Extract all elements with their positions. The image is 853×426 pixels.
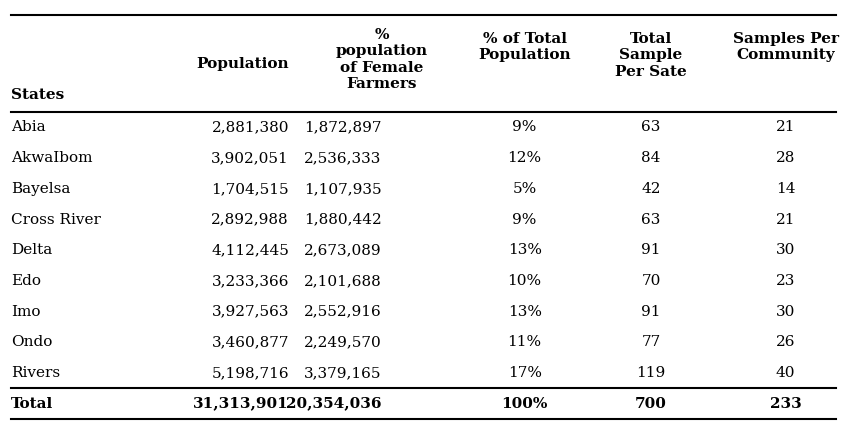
Text: 119: 119 bbox=[635, 366, 664, 380]
Text: 2,552,916: 2,552,916 bbox=[304, 305, 381, 319]
Text: 11%: 11% bbox=[507, 335, 541, 349]
Text: Total
Sample
Per Sate: Total Sample Per Sate bbox=[614, 32, 686, 78]
Text: 3,902,051: 3,902,051 bbox=[211, 151, 288, 165]
Text: Rivers: Rivers bbox=[11, 366, 61, 380]
Text: 13%: 13% bbox=[507, 305, 541, 319]
Text: Ondo: Ondo bbox=[11, 335, 53, 349]
Text: AkwaIbom: AkwaIbom bbox=[11, 151, 93, 165]
Text: States: States bbox=[11, 88, 64, 102]
Text: 63: 63 bbox=[641, 213, 660, 227]
Text: 40: 40 bbox=[775, 366, 794, 380]
Text: 3,460,877: 3,460,877 bbox=[212, 335, 288, 349]
Text: Delta: Delta bbox=[11, 243, 52, 257]
Text: 2,673,089: 2,673,089 bbox=[304, 243, 381, 257]
Text: 10%: 10% bbox=[507, 274, 541, 288]
Text: 2,101,688: 2,101,688 bbox=[304, 274, 381, 288]
Text: Edo: Edo bbox=[11, 274, 41, 288]
Text: 3,379,165: 3,379,165 bbox=[304, 366, 381, 380]
Text: 31,313,901: 31,313,901 bbox=[193, 397, 288, 411]
Text: 1,872,897: 1,872,897 bbox=[304, 121, 381, 135]
Text: 100%: 100% bbox=[501, 397, 548, 411]
Text: Abia: Abia bbox=[11, 121, 46, 135]
Text: Bayelsa: Bayelsa bbox=[11, 182, 71, 196]
Text: 26: 26 bbox=[775, 335, 794, 349]
Text: 17%: 17% bbox=[507, 366, 541, 380]
Text: 5,198,716: 5,198,716 bbox=[211, 366, 288, 380]
Text: Cross River: Cross River bbox=[11, 213, 101, 227]
Text: 2,249,570: 2,249,570 bbox=[304, 335, 381, 349]
Text: 30: 30 bbox=[775, 243, 794, 257]
Text: 5%: 5% bbox=[512, 182, 537, 196]
Text: 2,892,988: 2,892,988 bbox=[211, 213, 288, 227]
Text: 91: 91 bbox=[641, 243, 660, 257]
Text: 20,354,036: 20,354,036 bbox=[286, 397, 381, 411]
Text: 63: 63 bbox=[641, 121, 660, 135]
Text: 28: 28 bbox=[775, 151, 794, 165]
Text: 4,112,445: 4,112,445 bbox=[211, 243, 288, 257]
Text: 91: 91 bbox=[641, 305, 660, 319]
Text: 70: 70 bbox=[641, 274, 660, 288]
Text: 21: 21 bbox=[775, 121, 794, 135]
Text: Samples Per
Community: Samples Per Community bbox=[732, 32, 838, 62]
Text: 23: 23 bbox=[775, 274, 794, 288]
Text: 13%: 13% bbox=[507, 243, 541, 257]
Text: 1,880,442: 1,880,442 bbox=[304, 213, 381, 227]
Text: %
population
of Female
Farmers: % population of Female Farmers bbox=[335, 28, 427, 91]
Text: 1,107,935: 1,107,935 bbox=[304, 182, 381, 196]
Text: 12%: 12% bbox=[507, 151, 541, 165]
Text: 14: 14 bbox=[775, 182, 794, 196]
Text: 3,233,366: 3,233,366 bbox=[212, 274, 288, 288]
Text: 9%: 9% bbox=[512, 121, 537, 135]
Text: Total: Total bbox=[11, 397, 54, 411]
Text: 2,536,333: 2,536,333 bbox=[304, 151, 381, 165]
Text: 700: 700 bbox=[635, 397, 666, 411]
Text: 77: 77 bbox=[641, 335, 659, 349]
Text: 233: 233 bbox=[769, 397, 801, 411]
Text: 2,881,380: 2,881,380 bbox=[212, 121, 288, 135]
Text: Imo: Imo bbox=[11, 305, 41, 319]
Text: Population: Population bbox=[196, 57, 288, 71]
Text: 21: 21 bbox=[775, 213, 794, 227]
Text: % of Total
Population: % of Total Population bbox=[478, 32, 571, 62]
Text: 42: 42 bbox=[641, 182, 660, 196]
Text: 3,927,563: 3,927,563 bbox=[212, 305, 288, 319]
Text: 84: 84 bbox=[641, 151, 660, 165]
Text: 1,704,515: 1,704,515 bbox=[211, 182, 288, 196]
Text: 9%: 9% bbox=[512, 213, 537, 227]
Text: 30: 30 bbox=[775, 305, 794, 319]
